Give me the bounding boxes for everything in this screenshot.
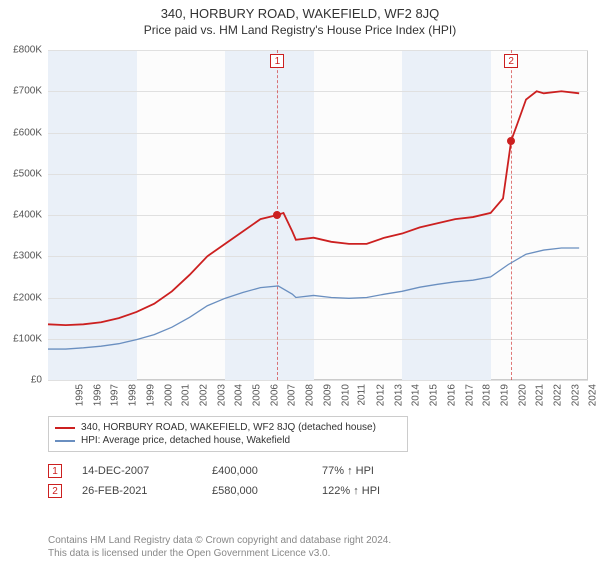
x-axis-label: 1998 xyxy=(127,384,138,406)
sale-row-2: 2 26-FEB-2021 £580,000 122% ↑ HPI xyxy=(48,484,588,498)
y-axis-label: £400K xyxy=(13,210,42,221)
x-axis-label: 2003 xyxy=(216,384,227,406)
x-axis-label: 2011 xyxy=(357,384,368,406)
legend-item-property: 340, HORBURY ROAD, WAKEFIELD, WF2 8JQ (d… xyxy=(55,421,401,434)
legend-item-hpi: HPI: Average price, detached house, Wake… xyxy=(55,434,401,447)
chart-plot-area: £0£100K£200K£300K£400K£500K£600K£700K£80… xyxy=(48,50,588,380)
x-axis-label: 2017 xyxy=(464,384,475,406)
sale-price-2: £580,000 xyxy=(212,485,302,497)
gridline-h xyxy=(48,380,588,381)
x-axis-label: 2014 xyxy=(411,384,422,406)
x-axis-label: 1997 xyxy=(110,384,121,406)
x-axis-label: 1996 xyxy=(92,384,103,406)
y-axis-label: £800K xyxy=(13,45,42,56)
y-axis-label: £600K xyxy=(13,127,42,138)
x-axis-label: 2010 xyxy=(340,384,351,406)
y-axis-label: £500K xyxy=(13,168,42,179)
x-axis-label: 2001 xyxy=(180,384,191,406)
sale-price-1: £400,000 xyxy=(212,465,302,477)
y-axis-label: £200K xyxy=(13,292,42,303)
chart-container: 340, HORBURY ROAD, WAKEFIELD, WF2 8JQ Pr… xyxy=(0,6,600,566)
y-axis-label: £0 xyxy=(31,375,42,386)
chart-subtitle: Price paid vs. HM Land Registry's House … xyxy=(0,23,600,37)
series-hpi xyxy=(48,248,579,349)
legend-swatch-hpi xyxy=(55,440,75,442)
x-axis-label: 2012 xyxy=(375,384,386,406)
x-axis-label: 2024 xyxy=(588,384,599,406)
x-axis-label: 2019 xyxy=(499,384,510,406)
y-axis-label: £700K xyxy=(13,86,42,97)
x-axis-label: 2016 xyxy=(446,384,457,406)
attribution-line2: This data is licensed under the Open Gov… xyxy=(48,547,588,560)
x-axis-label: 2005 xyxy=(251,384,262,406)
sale-num-1: 1 xyxy=(48,464,62,478)
legend-label-property: 340, HORBURY ROAD, WAKEFIELD, WF2 8JQ (d… xyxy=(81,422,376,433)
x-axis-label: 2007 xyxy=(287,384,298,406)
legend-label-hpi: HPI: Average price, detached house, Wake… xyxy=(81,435,290,446)
sale-pct-2: 122% ↑ HPI xyxy=(322,485,412,497)
sale-row-1: 1 14-DEC-2007 £400,000 77% ↑ HPI xyxy=(48,464,588,478)
sale-pct-1: 77% ↑ HPI xyxy=(322,465,412,477)
attribution-text: Contains HM Land Registry data © Crown c… xyxy=(48,534,588,560)
x-axis-label: 2020 xyxy=(517,384,528,406)
x-axis-label: 2002 xyxy=(198,384,209,406)
y-axis-label: £300K xyxy=(13,251,42,262)
series-property xyxy=(48,91,579,325)
x-axis-label: 2008 xyxy=(304,384,315,406)
x-axis-label: 2006 xyxy=(269,384,280,406)
x-axis-label: 2022 xyxy=(552,384,563,406)
x-axis-label: 2015 xyxy=(428,384,439,406)
x-axis-label: 1995 xyxy=(74,384,85,406)
sale-date-2: 26-FEB-2021 xyxy=(82,485,192,497)
legend-swatch-property xyxy=(55,427,75,429)
x-axis-label: 2009 xyxy=(322,384,333,406)
legend-box: 340, HORBURY ROAD, WAKEFIELD, WF2 8JQ (d… xyxy=(48,416,408,452)
y-axis-label: £100K xyxy=(13,333,42,344)
sale-marker-table: 1 14-DEC-2007 £400,000 77% ↑ HPI 2 26-FE… xyxy=(48,464,588,504)
attribution-line1: Contains HM Land Registry data © Crown c… xyxy=(48,534,588,547)
x-axis-label: 2013 xyxy=(393,384,404,406)
sale-date-1: 14-DEC-2007 xyxy=(82,465,192,477)
x-axis-label: 1999 xyxy=(145,384,156,406)
series-svg xyxy=(48,50,588,380)
x-axis-label: 2021 xyxy=(535,384,546,406)
x-axis-label: 2018 xyxy=(481,384,492,406)
sale-num-2: 2 xyxy=(48,484,62,498)
chart-title: 340, HORBURY ROAD, WAKEFIELD, WF2 8JQ xyxy=(0,6,600,21)
x-axis-label: 2000 xyxy=(163,384,174,406)
x-axis-label: 2004 xyxy=(234,384,245,406)
x-axis-label: 2023 xyxy=(570,384,581,406)
